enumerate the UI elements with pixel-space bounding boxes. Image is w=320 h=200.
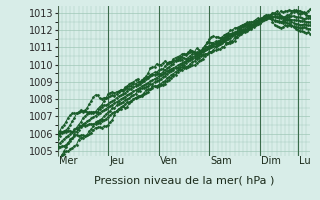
- Text: Ven: Ven: [160, 156, 178, 166]
- Text: Lu: Lu: [299, 156, 310, 166]
- Text: Dim: Dim: [261, 156, 281, 166]
- Text: Jeu: Jeu: [109, 156, 124, 166]
- X-axis label: Pression niveau de la mer( hPa ): Pression niveau de la mer( hPa ): [94, 175, 274, 185]
- Text: Mer: Mer: [59, 156, 77, 166]
- Text: Sam: Sam: [210, 156, 232, 166]
